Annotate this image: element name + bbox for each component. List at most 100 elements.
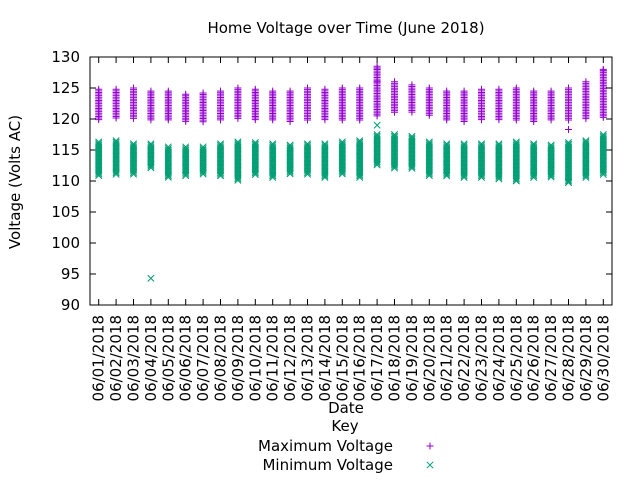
min-voltage-point xyxy=(599,170,607,179)
min-voltage-point xyxy=(512,177,520,185)
max-voltage-point xyxy=(130,114,137,122)
x-tick-label: 06/14/2018 xyxy=(316,315,334,401)
y-tick-label: 125 xyxy=(51,79,80,97)
min-voltage-point xyxy=(129,167,138,175)
min-voltage-point xyxy=(129,169,138,177)
x-tick-label: 06/26/2018 xyxy=(525,315,543,401)
max-voltage-point xyxy=(373,112,381,120)
min-voltage-point xyxy=(564,177,573,185)
min-voltage-point xyxy=(599,169,607,177)
min-voltage-point xyxy=(460,170,468,178)
min-voltage-point xyxy=(425,170,433,178)
x-tick-label: 06/02/2018 xyxy=(107,315,125,401)
min-voltage-point xyxy=(547,173,555,181)
max-voltage-point xyxy=(599,67,607,75)
y-tick-label: 95 xyxy=(61,265,80,283)
x-tick-label: 06/18/2018 xyxy=(386,315,404,401)
x-tick-label: 06/01/2018 xyxy=(90,315,108,401)
max-voltage-point xyxy=(582,115,590,123)
max-voltage-point xyxy=(251,116,259,124)
min-voltage-point xyxy=(95,168,103,176)
min-voltage-point xyxy=(251,169,259,177)
min-voltage-point xyxy=(582,173,590,182)
min-voltage-point xyxy=(599,167,607,175)
min-voltage-point xyxy=(425,168,433,176)
max-voltage-point xyxy=(443,116,451,124)
min-voltage-point xyxy=(286,168,294,176)
max-voltage-point xyxy=(565,116,572,124)
max-voltage-point xyxy=(304,116,311,124)
min-voltage-point xyxy=(199,167,207,175)
y-tick-label: 115 xyxy=(51,141,80,159)
min-voltage-point xyxy=(147,274,155,282)
x-tick-label: 06/28/2018 xyxy=(560,315,578,401)
min-voltage-point xyxy=(495,172,503,180)
min-voltage-point xyxy=(269,173,277,181)
min-voltage-point xyxy=(408,163,416,171)
min-voltage-point xyxy=(182,168,190,177)
min-voltage-point xyxy=(373,159,381,167)
max-voltage-point xyxy=(338,116,346,124)
y-tick-label: 90 xyxy=(61,296,80,314)
min-voltage-point xyxy=(582,172,590,180)
min-voltage-point xyxy=(321,170,329,178)
min-voltage-point xyxy=(182,170,190,178)
min-voltage-point xyxy=(338,168,346,176)
x-tick-label: 06/25/2018 xyxy=(507,315,525,401)
max-voltage-point xyxy=(547,116,555,124)
min-voltage-point xyxy=(373,158,381,166)
min-voltage-point xyxy=(356,173,364,182)
max-voltage-point xyxy=(495,116,503,124)
min-voltage-point xyxy=(425,171,433,180)
x-tick-label: 06/05/2018 xyxy=(159,315,177,401)
min-voltage-point xyxy=(390,161,399,169)
min-voltage-point xyxy=(477,173,486,181)
min-voltage-point xyxy=(564,175,573,183)
x-tick-label: 06/15/2018 xyxy=(333,315,351,401)
min-voltage-point xyxy=(216,169,225,177)
min-voltage-point xyxy=(547,171,555,179)
min-voltage-point xyxy=(582,170,590,178)
min-voltage-point xyxy=(338,167,346,175)
x-axis-label: Date xyxy=(328,399,364,417)
max-voltage-point xyxy=(460,118,468,125)
x-tick-label: 06/23/2018 xyxy=(473,315,491,401)
x-tick-label: 06/12/2018 xyxy=(281,315,299,401)
min-voltage-point xyxy=(512,175,520,183)
min-voltage-point xyxy=(199,168,207,177)
max-voltage-point xyxy=(164,116,172,124)
legend-title: Key xyxy=(331,417,358,435)
y-tick-label: 105 xyxy=(51,203,80,221)
chart-title: Home Voltage over Time (June 2018) xyxy=(207,19,484,37)
min-voltage-point xyxy=(338,170,346,178)
x-tick-label: 06/10/2018 xyxy=(246,315,264,401)
min-voltage-point xyxy=(460,172,468,180)
min-voltage-point xyxy=(147,161,155,169)
min-voltage-point xyxy=(530,172,538,180)
series-minimum-voltage xyxy=(95,121,607,282)
min-voltage-point xyxy=(303,169,312,177)
y-tick-label: 130 xyxy=(51,48,80,66)
x-tick-label: 06/07/2018 xyxy=(194,315,212,401)
x-tick-label: 06/20/2018 xyxy=(420,315,438,401)
max-voltage-point xyxy=(112,114,120,122)
y-tick-label: 120 xyxy=(51,110,80,128)
max-voltage-point xyxy=(217,116,224,124)
min-voltage-point xyxy=(234,176,242,184)
min-voltage-point xyxy=(495,173,503,181)
y-axis-label: Voltage (Volts AC) xyxy=(6,115,24,249)
max-voltage-point xyxy=(356,116,364,124)
max-voltage-point xyxy=(373,64,381,72)
min-voltage-point xyxy=(321,173,329,181)
min-voltage-point xyxy=(477,172,486,180)
min-voltage-point xyxy=(530,173,538,181)
min-voltage-point xyxy=(547,170,555,178)
min-voltage-point xyxy=(164,173,172,181)
max-voltage-point xyxy=(565,126,572,134)
legend-label: Maximum Voltage xyxy=(258,437,393,455)
max-voltage-point xyxy=(425,111,433,119)
max-voltage-point xyxy=(512,116,520,124)
max-voltage-point xyxy=(147,116,155,124)
x-tick-label: 06/17/2018 xyxy=(368,315,386,401)
min-voltage-point xyxy=(112,169,120,177)
